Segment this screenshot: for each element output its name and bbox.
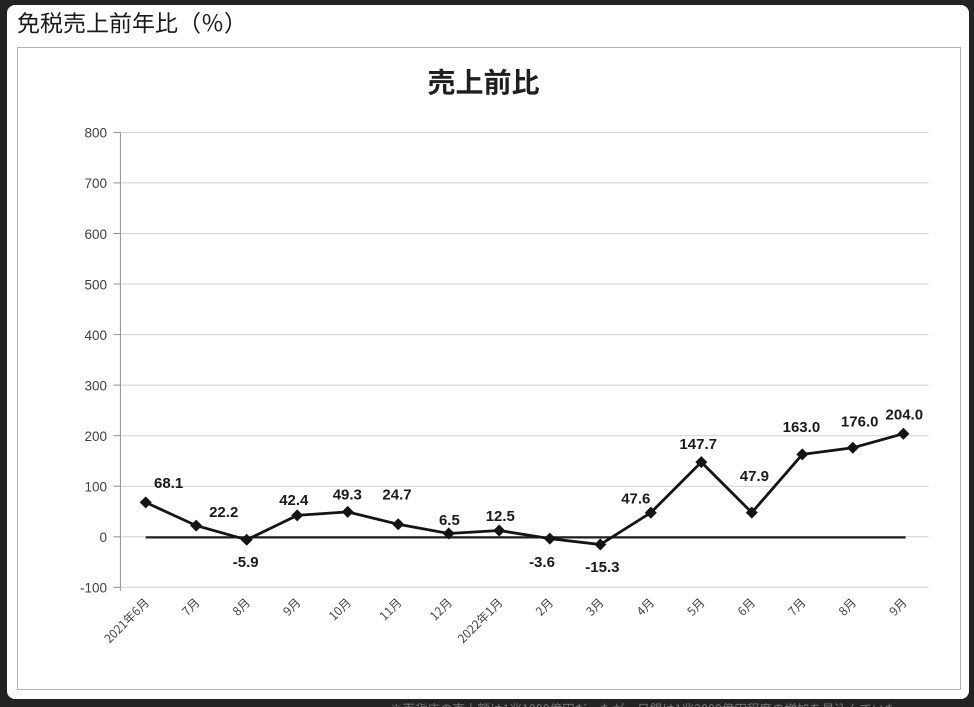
svg-text:-5.9: -5.9 bbox=[233, 554, 259, 571]
svg-text:700: 700 bbox=[84, 176, 107, 191]
svg-text:24.7: 24.7 bbox=[382, 486, 411, 503]
svg-text:400: 400 bbox=[84, 328, 107, 343]
svg-text:200: 200 bbox=[84, 429, 107, 444]
svg-text:176.0: 176.0 bbox=[841, 414, 879, 431]
svg-text:100: 100 bbox=[84, 480, 107, 495]
svg-text:22.2: 22.2 bbox=[209, 504, 238, 521]
svg-text:300: 300 bbox=[84, 378, 107, 393]
svg-text:204.0: 204.0 bbox=[886, 407, 924, 424]
svg-text:0: 0 bbox=[99, 530, 107, 545]
svg-text:49.3: 49.3 bbox=[333, 486, 362, 503]
svg-text:-15.3: -15.3 bbox=[585, 559, 619, 576]
svg-text:68.1: 68.1 bbox=[154, 475, 183, 492]
svg-text:47.9: 47.9 bbox=[740, 468, 769, 485]
svg-text:42.4: 42.4 bbox=[279, 492, 309, 509]
svg-text:12.5: 12.5 bbox=[486, 508, 515, 525]
svg-text:-3.6: -3.6 bbox=[529, 554, 555, 571]
svg-text:800: 800 bbox=[84, 126, 107, 141]
svg-text:163.0: 163.0 bbox=[783, 419, 821, 436]
svg-text:600: 600 bbox=[84, 227, 107, 242]
svg-text:6.5: 6.5 bbox=[439, 512, 460, 529]
svg-text:500: 500 bbox=[84, 277, 107, 292]
svg-text:47.6: 47.6 bbox=[621, 491, 650, 508]
svg-text:-100: -100 bbox=[80, 581, 107, 596]
svg-text:147.7: 147.7 bbox=[679, 436, 717, 453]
